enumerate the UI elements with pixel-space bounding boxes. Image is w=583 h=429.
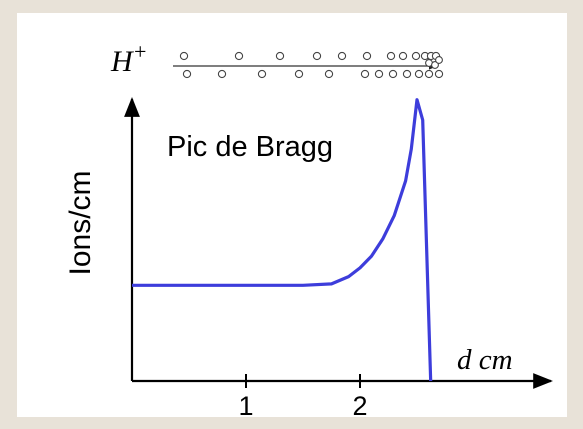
ion-particle — [179, 51, 189, 61]
bragg-curve-line — [132, 98, 433, 382]
ion-particle — [386, 51, 396, 61]
ion-particle — [398, 51, 408, 61]
ion-particle — [388, 69, 398, 79]
ion-particle — [294, 69, 304, 79]
axes — [124, 97, 553, 389]
bragg-peak-annotation: Pic de Bragg — [167, 131, 333, 163]
ion-particle — [411, 51, 421, 61]
x-tick-label: 1 — [238, 391, 253, 417]
ion-particle — [435, 56, 443, 64]
ion-particle — [414, 69, 424, 79]
ion-particle — [217, 69, 227, 79]
ion-particle — [374, 69, 384, 79]
ion-particle — [324, 69, 334, 79]
ion-particle — [360, 69, 370, 79]
beam-label: H+ — [110, 39, 148, 78]
ion-particle — [312, 51, 322, 61]
ion-particle — [431, 61, 439, 69]
x-tick-label: 2 — [352, 391, 367, 417]
ion-particle — [182, 69, 192, 79]
ion-particle — [402, 69, 412, 79]
proton-beam — [173, 51, 444, 79]
beam-charge: + — [133, 39, 148, 64]
beam-ion: H — [110, 45, 135, 78]
x-axis-label: d cm — [457, 344, 513, 376]
ion-particle — [337, 51, 347, 61]
ion-particle — [257, 69, 267, 79]
ion-particle — [234, 51, 244, 61]
ion-particle — [275, 51, 285, 61]
ion-particle — [362, 51, 372, 61]
y-axis-label: Ions/cm — [64, 170, 97, 275]
ion-particle — [434, 69, 444, 79]
ion-particle — [424, 69, 434, 79]
